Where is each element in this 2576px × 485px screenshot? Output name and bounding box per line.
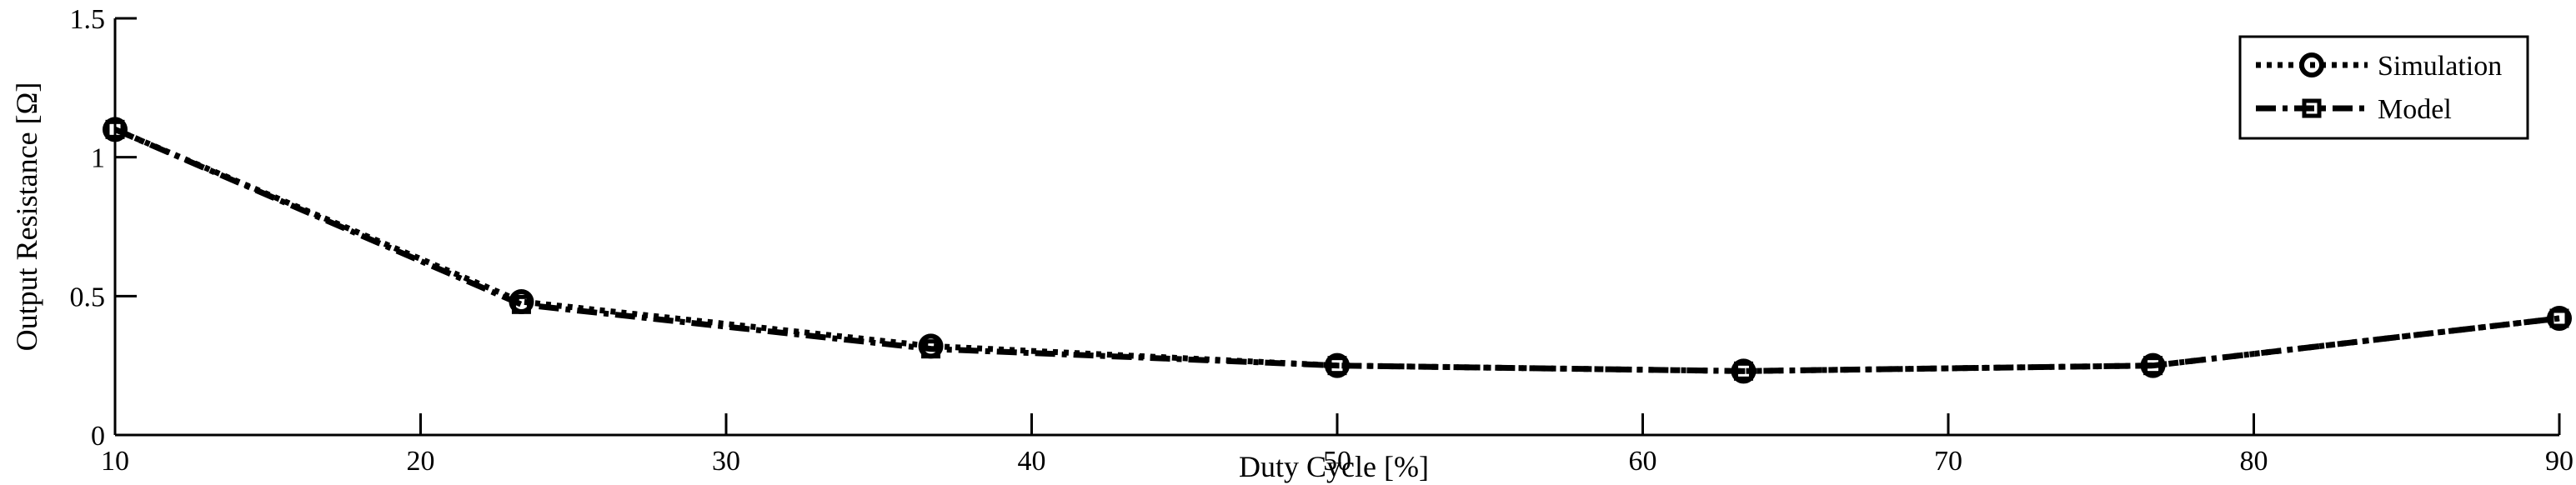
y-tick-label: 0 [91, 421, 105, 452]
series-line-model [113, 127, 2560, 374]
x-tick-label: 40 [1018, 446, 1046, 477]
x-tick-label: 20 [407, 446, 435, 477]
legend: Simulation Model [2238, 35, 2529, 140]
series-layer [103, 117, 2572, 384]
y-axis-ticks: 0 0.5 1 1.5 [70, 4, 137, 452]
data-point-model [511, 294, 531, 314]
y-tick-label: 1.5 [70, 4, 106, 35]
data-point-model [2549, 308, 2569, 328]
x-tick-label: 70 [1934, 446, 1962, 477]
x-axis-ticks: 10 20 30 40 50 60 70 80 90 [101, 413, 2573, 477]
legend-label-model: Model [2378, 94, 2452, 125]
data-point-model [2143, 356, 2163, 376]
data-point-model [105, 119, 125, 139]
y-tick-label: 0.5 [70, 282, 106, 312]
y-axis-label: Output Resistance [Ω] [10, 82, 43, 352]
data-point-simulation [103, 117, 128, 142]
series-simulation [103, 117, 2572, 384]
series-line-simulation [113, 127, 2560, 374]
legend-marker-simulation [2299, 52, 2324, 78]
x-tick-label: 60 [1629, 446, 1657, 477]
legend-box [2238, 35, 2529, 140]
data-point-simulation [2547, 306, 2572, 331]
x-axis-label: Duty Cycle [%] [1239, 450, 1429, 483]
data-point-model [921, 339, 941, 359]
legend-marker-model [2302, 98, 2322, 118]
data-point-model [1733, 361, 1753, 381]
x-tick-label: 30 [712, 446, 740, 477]
x-tick-label: 50 [1323, 446, 1351, 477]
series-model [105, 119, 2569, 381]
x-tick-label: 10 [101, 446, 129, 477]
x-tick-label: 80 [2240, 446, 2268, 477]
data-point-model [1327, 356, 1347, 376]
y-tick-label: 1 [91, 143, 105, 174]
legend-label-simulation: Simulation [2378, 51, 2502, 82]
x-tick-label: 90 [2545, 446, 2573, 477]
